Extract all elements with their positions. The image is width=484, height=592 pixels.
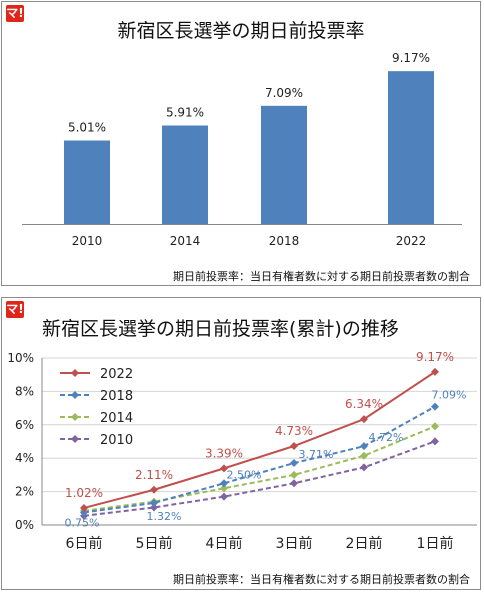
data-point-2014 (431, 422, 439, 431)
y-tick-label: 2% (15, 485, 34, 499)
y-tick-label: 8% (15, 384, 34, 398)
data-label-2022: 4.73% (275, 424, 313, 438)
bar-chart-plot: 5.01% 2010 5.91% 2014 7.09% 2018 9.17% 2022 (22, 51, 462, 248)
series-line-2022 (83, 371, 436, 509)
bar-value-label: 9.17% (392, 51, 430, 65)
series-line-2018 (83, 405, 436, 514)
data-point-2018 (360, 442, 368, 451)
line-chart-plot: 0% 2% 4% 6% 8% 10% 6日前 5日前 4日前 3日前 2日前 1日前 1.02% 2.11… (7, 350, 477, 552)
data-point-2022 (80, 503, 88, 512)
x-tick-label: 2010 (72, 234, 103, 248)
data-label-2022: 1.02% (65, 486, 103, 500)
y-tick-label: 4% (15, 451, 34, 465)
data-point-2010 (220, 492, 228, 501)
data-point-2010 (431, 437, 439, 446)
legend-marker-2014 (71, 413, 79, 421)
data-point-2022 (290, 442, 298, 451)
bar-value-label: 5.91% (166, 106, 204, 120)
data-point-2022 (150, 485, 158, 494)
legend-marker-2022 (71, 369, 79, 377)
legend-marker-2018 (71, 391, 79, 399)
data-label-2022: 3.39% (205, 446, 243, 460)
data-label-2022: 2.11% (135, 468, 173, 482)
data-point-2014 (220, 484, 228, 493)
data-label-2022: 6.34% (345, 397, 383, 411)
x-tick-label: 5日前 (136, 535, 173, 552)
data-label-2018: 0.75% (65, 516, 100, 529)
data-label-2022: 9.17% (416, 350, 454, 364)
bar-chart-footnote: 期日前投票率：当日有権者数に対する期日前投票者数の割合 (173, 270, 470, 283)
series-line-2010 (83, 440, 436, 517)
x-tick-label: 1日前 (417, 535, 454, 552)
data-point-2010 (360, 463, 368, 472)
bar-chart-panel: マ! 新宿区長選挙の期日前投票率 5.01% 2010 5.91% 2014 7.09%… (1, 1, 481, 286)
x-tick-label: 6日前 (66, 535, 103, 552)
data-point-2018 (220, 479, 228, 488)
data-point-2014 (290, 470, 298, 479)
data-label-2018: 4.72% (369, 431, 404, 444)
y-tick-label: 6% (15, 418, 34, 432)
bar-2010 (64, 140, 110, 224)
bar-2022 (388, 71, 434, 225)
series-line-2014 (83, 425, 436, 512)
brand-logo: マ! (6, 5, 24, 22)
bar-2014 (162, 125, 208, 224)
y-tick-label: 0% (15, 518, 34, 532)
x-tick-label: 2022 (396, 234, 427, 248)
line-chart-footnote: 期日前投票率：当日有権者数に対する期日前投票者数の割合 (173, 573, 470, 586)
data-point-2022 (220, 464, 228, 473)
data-point-2022 (431, 367, 439, 376)
data-point-2018 (80, 508, 88, 517)
data-point-2014 (360, 451, 368, 460)
data-point-2018 (290, 459, 298, 468)
brand-logo: マ! (6, 301, 24, 318)
data-point-2018 (150, 498, 158, 507)
data-point-2010 (150, 503, 158, 512)
data-label-2018: 7.09% (432, 389, 467, 402)
bar-value-label: 5.01% (68, 121, 106, 135)
line-chart-panel: マ! 新宿区長選挙の期日前投票率(累計)の推移 0% 2% 4% 6% 8% 10% 6日前… (1, 297, 481, 590)
y-tick-label: 10% (7, 351, 34, 365)
legend-marker-2010 (71, 435, 79, 443)
x-tick-label: 2018 (269, 234, 300, 248)
bar-chart-title: 新宿区長選挙の期日前投票率 (117, 20, 365, 42)
x-tick-label: 3日前 (276, 535, 313, 552)
data-point-2018 (431, 402, 439, 411)
bar-value-label: 7.09% (265, 86, 303, 100)
data-label-2018: 1.32% (147, 510, 182, 523)
x-tick-label: 2014 (170, 234, 201, 248)
x-tick-label: 4日前 (206, 535, 243, 552)
data-point-2022 (360, 415, 368, 424)
x-tick-label: 2日前 (346, 535, 383, 552)
data-label-2018: 2.50% (227, 468, 262, 481)
legend-label-2018: 2018 (100, 389, 133, 404)
legend-label-2022: 2022 (100, 367, 133, 382)
bar-2018 (261, 105, 307, 224)
legend-label-2014: 2014 (100, 411, 133, 426)
data-label-2018: 3.71% (299, 448, 334, 461)
line-chart-title: 新宿区長選挙の期日前投票率(累計)の推移 (42, 318, 399, 340)
data-point-2010 (290, 479, 298, 488)
legend-label-2010: 2010 (100, 433, 133, 448)
